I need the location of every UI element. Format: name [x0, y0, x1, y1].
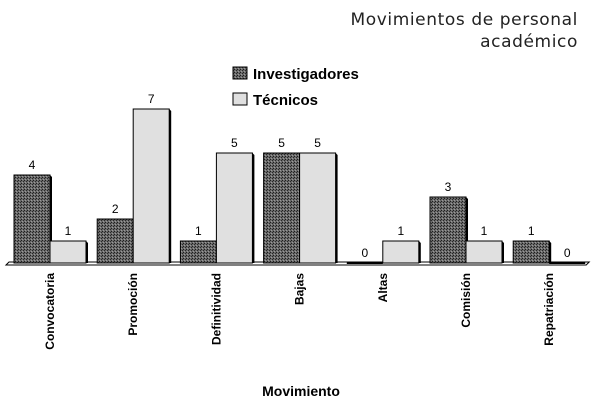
bar-tecnicos-altas: [382, 240, 420, 264]
bar-tecnicos-bajas: [299, 152, 337, 264]
chart-title-line-1: Movimientos de personal: [350, 10, 578, 30]
data-label-investigadores-comision: 3: [445, 180, 452, 194]
legend-swatch-tecnicos: [232, 92, 248, 106]
x-tick-label-altas: Altas: [376, 273, 390, 303]
data-label-investigadores-convocatoria: 4: [29, 158, 36, 172]
data-label-investigadores-bajas: 5: [278, 136, 285, 150]
x-tick-label-convocatoria: Convocatoria: [43, 273, 57, 350]
bar-tecnicos-repatriacion: [549, 262, 586, 264]
data-label-investigadores-definitividad: 1: [195, 224, 202, 238]
data-label-tecnicos-repatriacion: 0: [564, 246, 571, 260]
bar-investigadores-promocion: [96, 218, 134, 264]
data-label-investigadores-promocion: 2: [112, 202, 119, 216]
data-label-tecnicos-convocatoria: 1: [65, 224, 72, 238]
bar-tecnicos-definitividad: [215, 152, 253, 264]
x-tick-label-bajas: Bajas: [293, 273, 307, 305]
bar-investigadores-comision: [429, 196, 467, 264]
bar-investigadores-definitividad: [179, 240, 217, 264]
bar-tecnicos-promocion: [132, 108, 170, 264]
legend-label-tecnicos: Técnicos: [253, 92, 318, 109]
plot-area: 4 1 Convocatoria 2 7 Promoción 1 5 Definitividad…: [4, 92, 591, 350]
bar-investigadores-convocatoria: [13, 174, 51, 264]
bar-investigadores-altas: [346, 262, 383, 264]
bar-investigadores-bajas: [263, 152, 301, 264]
x-tick-label-definitividad: Definitividad: [209, 273, 223, 345]
data-label-investigadores-repatriacion: 1: [528, 224, 535, 238]
data-label-tecnicos-bajas: 5: [314, 136, 321, 150]
legend-label-investigadores: Investigadores: [253, 66, 359, 83]
data-label-tecnicos-promocion: 7: [148, 92, 155, 106]
legend-swatch-investigadores: [232, 66, 248, 80]
legend: Investigadores Técnicos: [232, 66, 359, 109]
data-label-tecnicos-comision: 1: [481, 224, 488, 238]
bar-tecnicos-comision: [465, 240, 503, 264]
x-axis-title: Movimiento: [262, 383, 340, 399]
x-tick-label-repatriacion: Repatriación: [542, 273, 556, 346]
data-label-tecnicos-altas: 1: [397, 224, 404, 238]
x-tick-label-promocion: Promoción: [126, 273, 140, 336]
chart-title-line-2: académico: [480, 32, 578, 52]
x-tick-label-comision: Comisión: [459, 273, 473, 328]
data-label-investigadores-altas: 0: [361, 246, 368, 260]
bar-investigadores-repatriacion: [512, 240, 550, 264]
data-label-tecnicos-definitividad: 5: [231, 136, 238, 150]
bar-tecnicos-convocatoria: [49, 240, 87, 264]
